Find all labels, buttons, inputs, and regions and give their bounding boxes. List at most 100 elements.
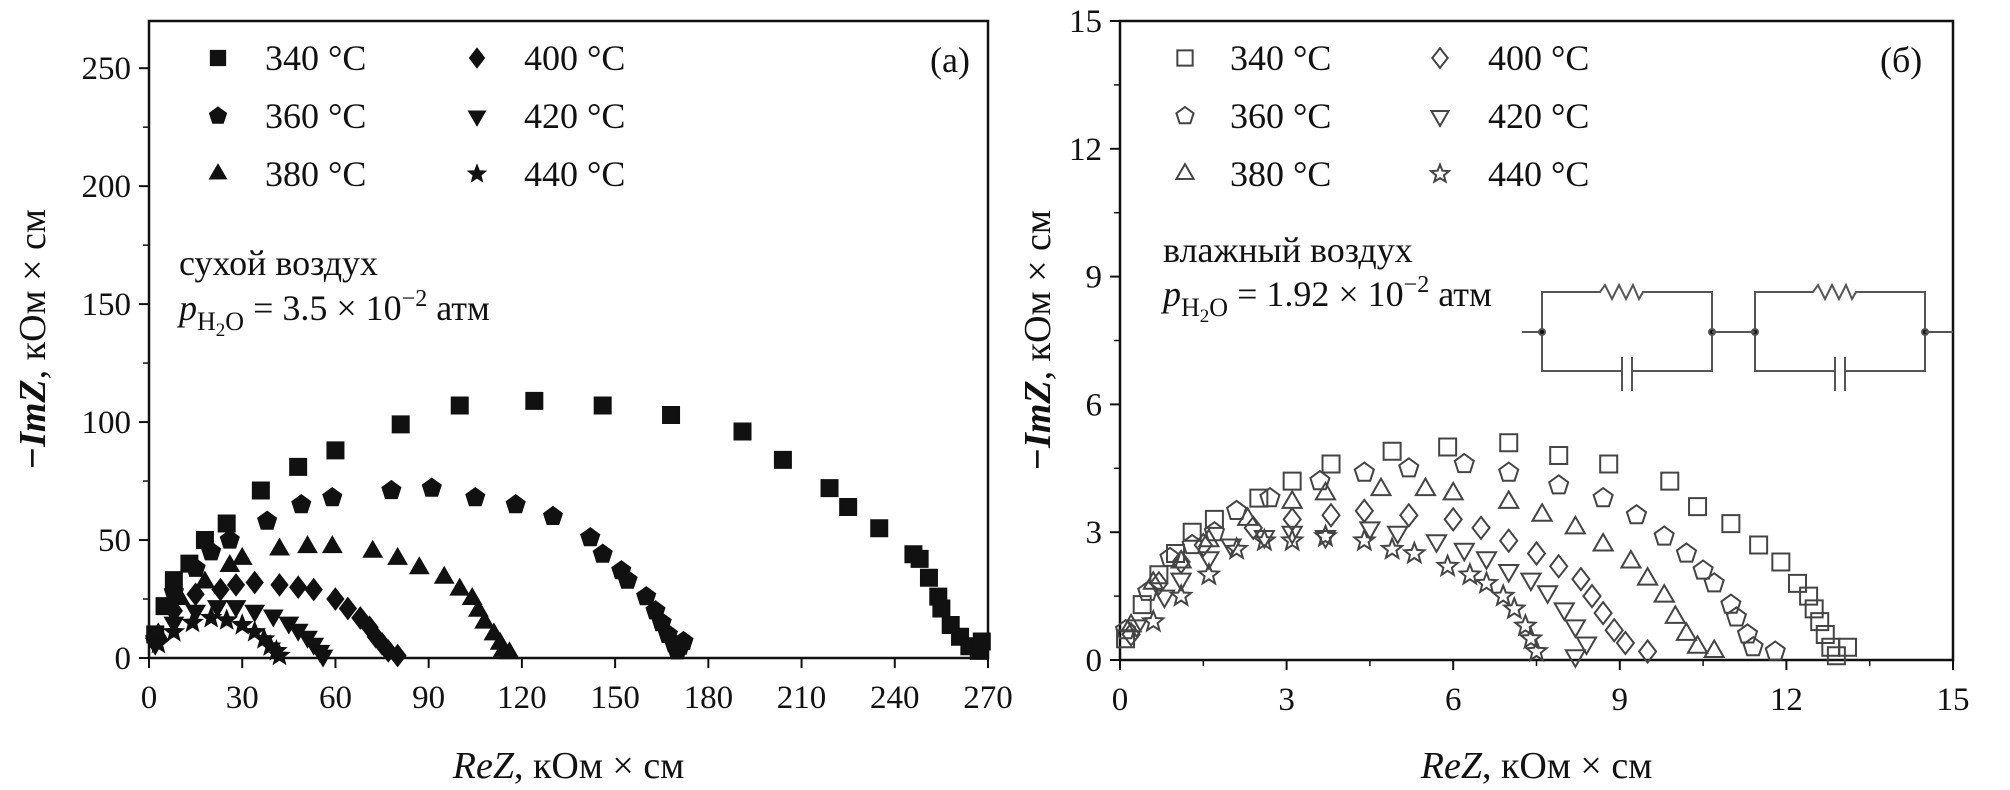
data-point-pentagon	[322, 486, 343, 507]
data-point-star	[181, 610, 204, 633]
series-340	[1116, 433, 1857, 666]
circuit-wire	[1754, 332, 1926, 372]
legend-label: 340 °C	[265, 38, 366, 78]
data-point-diamond	[245, 570, 264, 595]
data-point-pentagon	[465, 486, 486, 507]
data-point-square	[919, 568, 938, 587]
condition-label: влажный воздух	[1163, 230, 1413, 270]
data-point-square	[1549, 446, 1569, 466]
data-point-square	[1321, 454, 1341, 474]
y-tick-label: 12	[1069, 132, 1102, 168]
data-point-square	[1660, 471, 1680, 491]
data-point-triangle	[1169, 548, 1193, 569]
data-point-triangle-down	[1564, 649, 1587, 669]
data-point-triangle	[1702, 638, 1726, 658]
y-tick-label: 6	[1086, 387, 1103, 423]
data-point-triangle	[1686, 634, 1709, 654]
capacitor	[1621, 357, 1633, 391]
data-point-square	[217, 514, 236, 533]
data-point-pentagon	[421, 477, 442, 497]
x-tick-label: 120	[497, 680, 547, 716]
series-400	[146, 570, 407, 668]
data-point-star	[1351, 527, 1377, 552]
legend-pentagon-marker	[208, 106, 228, 124]
y-tick-label: 0	[115, 641, 132, 677]
legend-item: 340 °C	[1176, 38, 1331, 78]
data-point-triangle-down	[1564, 619, 1587, 639]
legend-item: 420 °C	[1429, 96, 1589, 136]
data-point-diamond	[1354, 498, 1375, 524]
data-point-square	[972, 632, 991, 651]
data-point-square	[1282, 471, 1302, 491]
legend-star-marker	[466, 163, 488, 183]
data-point-pentagon	[1625, 503, 1648, 525]
data-point-pentagon	[580, 527, 601, 547]
legend-square-marker	[209, 49, 227, 67]
text-span: −ImZ	[12, 379, 54, 470]
data-point-triangle	[362, 539, 384, 558]
x-axis-label: ReZ, кОм × см	[452, 745, 685, 787]
data-point-square	[1166, 544, 1186, 563]
data-point-triangle-down	[1197, 551, 1221, 571]
data-point-triangle	[387, 546, 408, 565]
x-tick-label: 180	[684, 680, 734, 716]
data-point-square	[1810, 612, 1830, 632]
data-point-triangle	[449, 577, 471, 596]
data-point-square	[1688, 497, 1708, 517]
x-tick-label: 30	[226, 680, 259, 716]
panel-a: 0 30 60 90 120 150 180 210 240 270 0 50 100 150 200 250…	[12, 19, 1013, 787]
x-tick-label: 6	[1445, 682, 1462, 718]
data-point-triangle	[1414, 476, 1437, 497]
legend-item: 360 °C	[1175, 96, 1331, 136]
text-span: p	[1160, 274, 1181, 314]
data-point-triangle-down	[1280, 525, 1304, 546]
data-point-triangle	[1119, 612, 1143, 633]
data-point-triangle-down	[206, 600, 228, 619]
capacitor	[1834, 357, 1846, 391]
data-point-square	[1721, 514, 1741, 534]
data-point-triangle-down	[185, 604, 206, 623]
text-span: −2	[1404, 272, 1430, 298]
data-point-triangle	[1636, 566, 1659, 586]
data-point-star	[1223, 535, 1250, 560]
data-point-square	[1599, 454, 1619, 474]
data-point-square	[1499, 433, 1519, 453]
data-point-triangle-down	[1497, 564, 1521, 584]
data-point-triangle-down	[1519, 572, 1543, 593]
legend-label: 340 °C	[1230, 38, 1331, 78]
data-point-square	[391, 415, 410, 434]
data-point-triangle	[1664, 604, 1687, 624]
text-span: O	[225, 307, 244, 336]
data-point-triangle	[1530, 502, 1554, 522]
data-point-triangle-down	[1475, 551, 1498, 571]
data-point-diamond	[1399, 502, 1419, 528]
data-point-diamond	[1571, 566, 1591, 592]
data-point-star	[199, 606, 223, 628]
data-point-triangle	[1314, 480, 1337, 501]
data-point-triangle	[297, 535, 318, 554]
data-point-pentagon	[381, 479, 402, 500]
data-point-diamond	[289, 575, 308, 600]
legend-pentagon-marker	[1175, 105, 1195, 125]
data-point-square	[1837, 637, 1857, 657]
data-point-pentagon	[1692, 559, 1714, 580]
data-point-pentagon	[1742, 635, 1764, 657]
legend-item: 400 °C	[1431, 38, 1589, 78]
data-point-triangle	[1564, 514, 1587, 535]
data-point-pentagon	[592, 543, 613, 563]
data-point-square	[1804, 599, 1824, 619]
data-point-diamond	[1243, 515, 1264, 541]
text-span: 2	[216, 320, 226, 341]
data-point-star	[1379, 535, 1405, 560]
data-point-square	[593, 396, 612, 415]
circuit-node	[1538, 328, 1546, 336]
text-span: , кОм × см	[1017, 210, 1059, 380]
data-point-pentagon	[1453, 452, 1475, 474]
legend-item: 380 °C	[1174, 154, 1331, 194]
series-380	[147, 535, 520, 660]
data-point-pentagon	[1498, 461, 1520, 482]
data-point-pentagon	[636, 586, 657, 606]
data-point-pentagon	[1398, 457, 1420, 478]
data-point-star	[1501, 595, 1527, 620]
resistor	[1541, 282, 1713, 332]
